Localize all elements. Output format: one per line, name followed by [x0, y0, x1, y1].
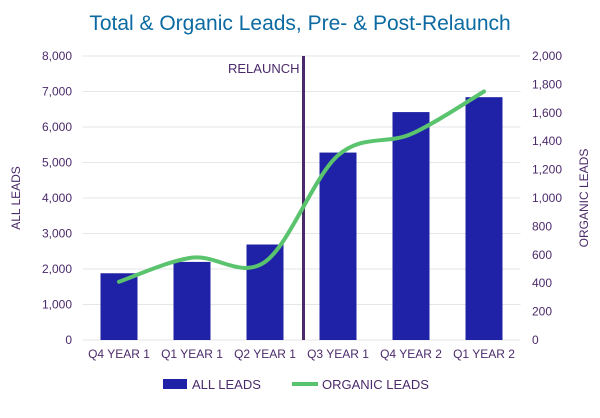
- y2-tick-label: 800: [532, 219, 552, 233]
- y2-tick-label: 1,000: [532, 191, 562, 205]
- y2-axis-label: ORGANIC LEADS: [577, 149, 591, 248]
- bar: [466, 97, 503, 340]
- bar: [174, 262, 211, 340]
- y-tick-label: 6,000: [42, 120, 72, 134]
- y2-tick-label: 1,600: [532, 106, 562, 120]
- y2-tick-label: 1,400: [532, 134, 562, 148]
- y-tick-label: 4,000: [42, 191, 72, 205]
- y2-tick-label: 1,200: [532, 163, 562, 177]
- y2-tick-label: 600: [532, 248, 552, 262]
- bar: [247, 245, 284, 340]
- x-tick-label: Q1 YEAR 2: [453, 347, 515, 361]
- legend-swatch-all-leads: [163, 379, 187, 389]
- x-tick-label: Q4 YEAR 1: [88, 347, 150, 361]
- bar: [393, 112, 430, 340]
- y-tick-label: 0: [65, 333, 72, 347]
- y2-tick-label: 200: [532, 305, 552, 319]
- y-tick-label: 8,000: [42, 49, 72, 63]
- y-tick-label: 2,000: [42, 262, 72, 276]
- relaunch-label: RELAUNCH: [228, 61, 300, 76]
- y2-tick-label: 400: [532, 276, 552, 290]
- legend-label-organic-leads: ORGANIC LEADS: [322, 377, 429, 392]
- y2-tick-label: 1,800: [532, 77, 562, 91]
- chart-title: Total & Organic Leads, Pre- & Post-Relau…: [89, 12, 510, 35]
- x-tick-label: Q1 YEAR 1: [161, 347, 223, 361]
- y-tick-label: 7,000: [42, 85, 72, 99]
- y2-tick-label: 2,000: [532, 49, 562, 63]
- legend: ALL LEADS ORGANIC LEADS: [163, 377, 429, 392]
- y-tick-label: 1,000: [42, 298, 72, 312]
- y-tick-label: 3,000: [42, 227, 72, 241]
- x-tick-label: Q4 YEAR 2: [380, 347, 442, 361]
- x-tick-label: Q3 YEAR 1: [307, 347, 369, 361]
- y2-tick-label: 0: [532, 333, 539, 347]
- bar: [320, 153, 357, 340]
- legend-label-all-leads: ALL LEADS: [192, 377, 261, 392]
- y-tick-label: 5,000: [42, 156, 72, 170]
- x-tick-label: Q2 YEAR 1: [234, 347, 296, 361]
- y-axis-label: ALL LEADS: [9, 166, 23, 230]
